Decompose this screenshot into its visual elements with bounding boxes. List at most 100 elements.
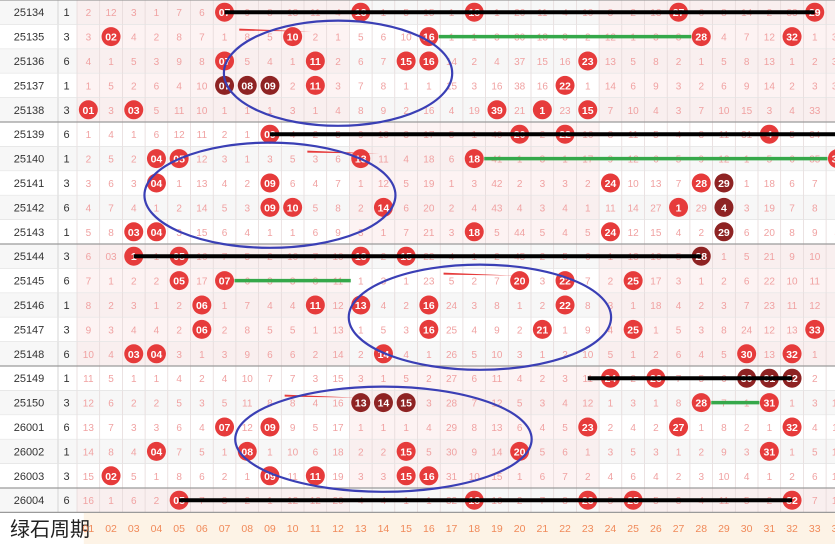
- ball-number: 03: [128, 105, 140, 117]
- miss-count: 38: [514, 81, 526, 92]
- miss-count: 4: [653, 106, 659, 117]
- number-ball: [146, 441, 166, 461]
- number-ball: [578, 417, 598, 437]
- miss-count: 1: [244, 130, 250, 141]
- miss-count: 1: [131, 374, 137, 385]
- miss-count: 1: [698, 57, 704, 68]
- ball-number: 31: [764, 398, 776, 410]
- miss-count: 7: [744, 33, 750, 44]
- number-ball: [192, 295, 212, 315]
- number-ball: [623, 319, 643, 339]
- miss-count: 7: [698, 106, 704, 117]
- ball-number: 11: [310, 56, 321, 68]
- miss-count: 7: [176, 447, 182, 458]
- column-number-label: 15: [400, 523, 412, 535]
- miss-count: 11: [810, 277, 821, 288]
- miss-count: 8: [244, 325, 250, 336]
- zone-shading: [599, 97, 835, 122]
- miss-count: 3: [540, 179, 546, 190]
- number-ball: [419, 319, 439, 339]
- number-ball: [396, 441, 416, 461]
- miss-count: 12: [491, 399, 503, 410]
- blue-circle-annotation: [347, 263, 613, 371]
- number-ball: [305, 51, 325, 71]
- miss-count: 4: [267, 301, 273, 312]
- miss-count: 1: [222, 301, 228, 312]
- miss-count: 8: [176, 33, 182, 44]
- miss-count: 9: [86, 325, 92, 336]
- miss-count: 14: [446, 57, 458, 68]
- miss-count: 3: [744, 203, 750, 214]
- ball-number: 25: [627, 276, 639, 288]
- miss-count: 6: [789, 179, 795, 190]
- row-label: 6: [63, 349, 69, 361]
- number-ball: [555, 295, 575, 315]
- row-label: 1: [63, 227, 69, 239]
- row-label: 3: [63, 178, 69, 190]
- ball-number: 02: [105, 32, 117, 44]
- miss-count: 4: [267, 57, 273, 68]
- ball-number: 13: [355, 300, 367, 312]
- miss-count: 12: [628, 228, 640, 239]
- ball-number: 16: [423, 56, 435, 68]
- ball-number: 07: [219, 80, 231, 92]
- miss-count: 6: [381, 33, 387, 44]
- miss-count: 30: [446, 447, 458, 458]
- column-number-label: 19: [491, 523, 503, 535]
- blue-circle-annotation: [143, 141, 397, 249]
- miss-count: 5: [222, 203, 228, 214]
- miss-count: 7: [494, 277, 500, 288]
- miss-count: 1: [698, 423, 704, 434]
- miss-count: 6: [131, 496, 137, 507]
- ball-number: 32: [786, 373, 798, 385]
- zone-shading: [599, 48, 835, 74]
- miss-count: 7: [108, 423, 114, 434]
- miss-count: 1: [222, 33, 228, 44]
- column-number-label: 21: [537, 523, 549, 535]
- miss-count: 4: [562, 203, 568, 214]
- column-number-label: 20: [514, 523, 526, 535]
- miss-count: 9: [494, 325, 500, 336]
- number-ball: [101, 27, 121, 47]
- miss-count: 1: [222, 106, 228, 117]
- column-number-label: 08: [241, 523, 253, 535]
- number-ball: [260, 417, 280, 437]
- miss-count: 5: [108, 155, 114, 166]
- miss-count: 3: [812, 81, 818, 92]
- miss-count: 3: [335, 81, 341, 92]
- miss-count: 2: [517, 325, 523, 336]
- miss-count: 10: [718, 472, 730, 483]
- miss-count: 27: [446, 374, 458, 385]
- miss-count: 4: [131, 447, 137, 458]
- miss-count: 4: [199, 423, 205, 434]
- number-ball: [260, 75, 280, 95]
- ball-number: 14: [378, 349, 390, 361]
- column-number-label: 17: [446, 523, 458, 535]
- number-ball: [532, 100, 552, 120]
- column-number-label: 02: [105, 523, 117, 535]
- miss-count: 12: [242, 423, 254, 434]
- miss-count: 2: [721, 277, 727, 288]
- miss-count: 4: [108, 130, 114, 141]
- miss-count: 1: [653, 325, 659, 336]
- number-ball: [419, 295, 439, 315]
- miss-count: 2: [608, 277, 614, 288]
- miss-count: 1: [86, 130, 92, 141]
- ball-number: 10: [287, 32, 299, 44]
- miss-count: 5: [108, 81, 114, 92]
- miss-count: 6: [630, 472, 636, 483]
- ball-number: 16: [423, 324, 435, 336]
- ball-number: 14: [378, 202, 390, 214]
- miss-count: 5: [744, 252, 750, 263]
- miss-count: 11: [197, 130, 208, 141]
- miss-count: 6: [721, 81, 727, 92]
- miss-count: 14: [832, 496, 835, 507]
- miss-count: 5: [154, 106, 160, 117]
- miss-count: 10: [786, 277, 798, 288]
- miss-count: 4: [335, 106, 341, 117]
- ball-number: 1: [676, 202, 682, 214]
- miss-count: 3: [812, 399, 818, 410]
- issue-number: 25144: [14, 251, 45, 263]
- miss-count: 6: [313, 447, 319, 458]
- miss-count: 5: [608, 350, 614, 361]
